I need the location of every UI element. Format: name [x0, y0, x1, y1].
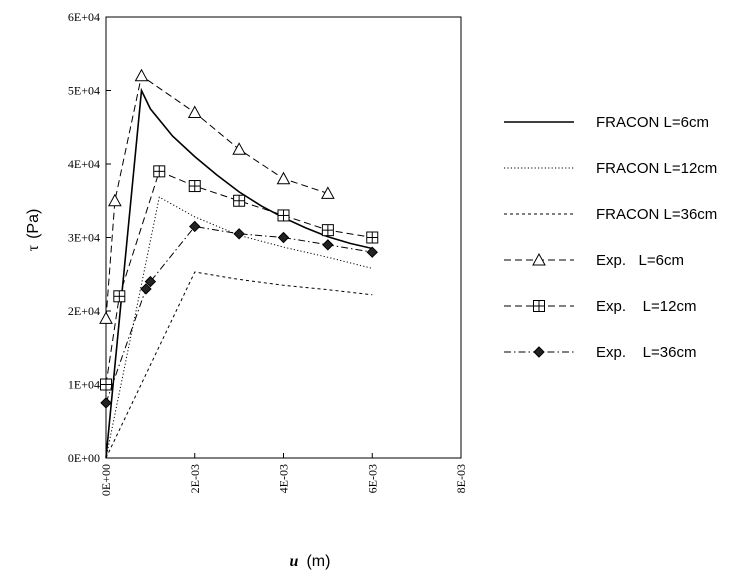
- legend-label: FRACON L=12cm: [596, 160, 717, 177]
- data-point-diamond: [322, 239, 334, 251]
- series-4: [99, 68, 335, 324]
- legend-item: Exp. L=36cm: [504, 344, 696, 361]
- legend-label: Exp. L=12cm: [596, 298, 696, 315]
- data-point-triangle: [108, 193, 122, 207]
- data-point-triangle: [276, 171, 291, 185]
- y-tick-label: 3E+04: [68, 231, 100, 245]
- data-point-square: [188, 180, 201, 193]
- x-tick-label: 6E-03: [365, 464, 379, 493]
- series-line: [105, 170, 373, 385]
- y-axis-symbol: τ: [25, 244, 42, 251]
- data-point-square: [277, 209, 290, 222]
- legend-label: FRACON L=36cm: [596, 206, 717, 223]
- data-point-diamond: [144, 275, 157, 288]
- data-point-triangle: [532, 252, 546, 266]
- series-line: [105, 87, 373, 459]
- data-point-triangle: [134, 68, 149, 82]
- data-point-triangle: [99, 311, 113, 324]
- y-tick-label: 6E+04: [68, 10, 100, 24]
- data-point-diamond: [233, 228, 245, 240]
- legend-label: Exp. L=6cm: [596, 252, 684, 269]
- x-tick-label: 8E-03: [454, 464, 468, 493]
- data-point-square: [100, 378, 112, 391]
- series-line: [105, 271, 373, 459]
- data-point-triangle: [232, 142, 246, 155]
- x-axis-unit: (m): [306, 553, 330, 570]
- data-point-diamond: [189, 220, 201, 233]
- legend-item: FRACON L=6cm: [504, 114, 709, 131]
- series-line: [105, 196, 373, 459]
- data-point-square: [366, 231, 379, 244]
- y-tick-label: 5E+04: [68, 84, 100, 98]
- series-2: [105, 196, 373, 459]
- y-tick-label: 1E+04: [68, 378, 100, 392]
- x-tick-label: 4E-03: [277, 464, 291, 493]
- data-point-diamond: [100, 397, 112, 409]
- legend-label: FRACON L=6cm: [596, 114, 709, 131]
- series-line: [105, 225, 373, 404]
- y-tick-label: 0E+00: [68, 451, 100, 465]
- series-6: [100, 220, 378, 409]
- y-axis-label: τ (Pa): [25, 209, 42, 252]
- legend-label: Exp. L=36cm: [596, 344, 696, 361]
- y-axis-unit: (Pa): [25, 209, 42, 239]
- data-point-square: [533, 300, 545, 312]
- data-point-triangle: [187, 105, 202, 119]
- legend-item: FRACON L=12cm: [504, 160, 717, 177]
- legend-item: Exp. L=12cm: [504, 298, 696, 315]
- series-1: [105, 87, 373, 459]
- data-point-square: [113, 290, 126, 303]
- data-point-diamond: [533, 346, 545, 358]
- series-3: [105, 271, 373, 459]
- series-5: [100, 165, 379, 391]
- data-point-square: [233, 194, 246, 207]
- x-axis-label: u (m): [290, 553, 331, 570]
- legend: FRACON L=6cm FRACON L=12cm FRACON L=36cm Ex…: [504, 114, 717, 361]
- x-tick-label: 2E-03: [188, 464, 202, 493]
- y-tick-label: 2E+04: [68, 304, 100, 318]
- data-point-diamond: [140, 283, 152, 295]
- x-tick-label: 0E+00: [99, 464, 113, 496]
- y-tick-label: 4E+04: [68, 157, 100, 171]
- data-point-triangle: [321, 186, 335, 199]
- legend-item: Exp. L=6cm: [504, 252, 684, 269]
- series-layer: [99, 68, 379, 459]
- data-point-diamond: [277, 231, 290, 244]
- data-point-square: [153, 165, 166, 178]
- x-axis-symbol: u: [290, 553, 299, 570]
- legend-item: FRACON L=36cm: [504, 206, 717, 223]
- axis-ticks: 0E+00 1E+04 2E+04 3E+04 4E+04 5E+04 6E+04 0E+00…: [68, 10, 468, 496]
- data-point-diamond: [366, 246, 378, 258]
- data-point-square: [321, 224, 334, 237]
